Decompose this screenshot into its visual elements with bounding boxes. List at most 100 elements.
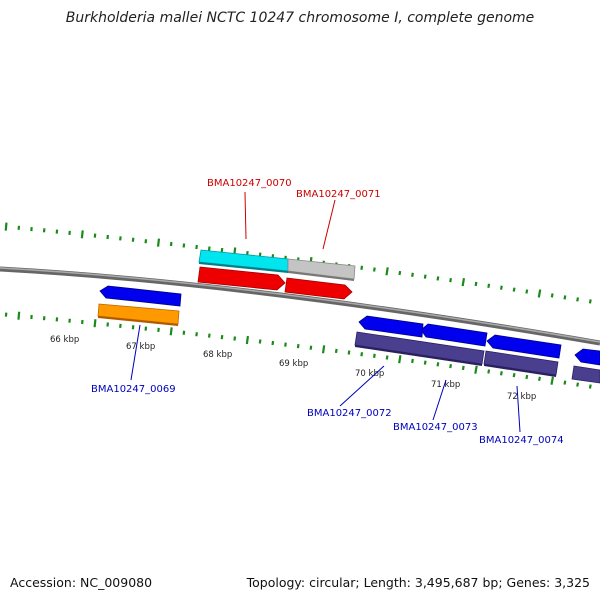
lower-tick (398, 355, 402, 364)
gene-feature-0073-blue[interactable] (420, 323, 488, 347)
gene-feature-0070-red[interactable] (197, 266, 286, 291)
lower-tick (233, 336, 237, 341)
scale-label-66: 66 kbp (50, 335, 79, 345)
upper-tick (220, 247, 224, 253)
lower-tick (182, 330, 186, 335)
lower-tick (93, 319, 97, 328)
upper-tick (423, 274, 427, 279)
lower-tick (538, 376, 541, 381)
lower-tick (55, 317, 59, 322)
lower-tick (449, 363, 453, 369)
lower-tick (550, 376, 555, 385)
gene-feature-0074-slate[interactable] (571, 365, 600, 384)
upper-tick (131, 237, 135, 242)
gene-label-0072[interactable]: BMA10247_0072 (307, 408, 392, 419)
lower-tick (258, 339, 262, 344)
lower-tick (119, 323, 122, 329)
upper-tick (360, 265, 364, 270)
gene-feature-0069-blue[interactable] (99, 285, 182, 307)
upper-tick (42, 228, 46, 233)
lower-tick (347, 350, 351, 355)
upper-tick (169, 241, 173, 247)
lower-tick (576, 382, 580, 387)
lower-tick (4, 312, 8, 317)
lower-tick (309, 345, 313, 350)
upper-tick (499, 285, 503, 290)
map-title: Burkholderia mallei NCTC 10247 chromosom… (65, 10, 535, 26)
gene-label-0070[interactable]: BMA10247_0070 (207, 178, 292, 189)
upper-tick (537, 289, 542, 298)
upper-tick (373, 267, 376, 272)
lower-tick (68, 318, 71, 323)
gene-label-0069[interactable]: BMA10247_0069 (91, 384, 176, 395)
lower-tick (563, 380, 567, 385)
gene-feature-0075-blue[interactable] (574, 348, 600, 366)
gene-label-0073[interactable]: BMA10247_0073 (393, 422, 478, 433)
lower-tick (499, 371, 503, 376)
upper-tick (144, 239, 148, 244)
upper-tick (436, 276, 440, 281)
scale-label-67: 67 kbp (126, 342, 155, 352)
genome-summary-text: Topology: circular; Length: 3,495,687 bp… (246, 575, 590, 590)
lower-tick (461, 365, 465, 371)
upper-tick (474, 281, 478, 287)
lower-tick (220, 334, 224, 340)
lower-tick (423, 360, 427, 365)
lower-tick (81, 319, 84, 325)
lower-tick (373, 353, 376, 358)
gene-feature-0074-blue[interactable] (486, 334, 562, 359)
upper-tick (461, 277, 466, 287)
gene-label-0074[interactable]: BMA10247_0074 (479, 435, 564, 446)
upper-tick (55, 229, 59, 234)
lower-tick (195, 332, 198, 337)
gene-labels: BMA10247_0070 BMA10247_0071 BMA10247_006… (91, 178, 564, 446)
genome-backbone (0, 266, 600, 346)
accession-text: Accession: NC_009080 (10, 575, 153, 590)
lower-tick (474, 365, 478, 374)
upper-tick (576, 297, 580, 302)
gene-feature-0071-red[interactable] (284, 277, 353, 300)
scale-label-68: 68 kbp (203, 350, 232, 360)
gene-feature-0072-blue[interactable] (358, 315, 424, 338)
lower-tick (296, 343, 300, 349)
scale-label-69: 69 kbp (279, 359, 308, 369)
scale-label-71: 71 kbp (431, 380, 460, 390)
lower-tick (207, 333, 211, 338)
upper-tick (30, 227, 33, 232)
upper-tick (563, 295, 567, 300)
reverse-features (97, 285, 600, 384)
upper-tick (80, 230, 84, 239)
upper-tick (68, 230, 71, 236)
lower-tick (411, 358, 414, 364)
upper-tick (93, 233, 97, 238)
upper-tick (119, 236, 122, 241)
forward-features (197, 249, 356, 300)
label-leaders (130, 191, 521, 433)
lower-tick (284, 342, 287, 347)
lower-tick (588, 384, 592, 389)
upper-tick (588, 299, 592, 304)
gene-label-0071[interactable]: BMA10247_0071 (296, 189, 381, 200)
upper-tick (449, 278, 453, 283)
lower-tick (169, 327, 173, 336)
upper-tick (195, 244, 198, 250)
upper-tick (182, 243, 186, 248)
lower-tick (131, 325, 135, 330)
lower-tick (436, 362, 440, 367)
lower-tick (245, 335, 250, 345)
upper-tick (156, 238, 161, 247)
lower-tick (271, 340, 275, 346)
scale-label-70: 70 kbp (355, 369, 384, 379)
lower-tick (512, 372, 516, 378)
lower-tick (525, 374, 529, 380)
lower-tick (487, 369, 491, 374)
lower-tick (144, 326, 148, 331)
upper-tick (411, 272, 414, 277)
lower-tick (321, 345, 326, 354)
lower-tick (17, 311, 21, 320)
upper-tick (550, 293, 554, 298)
scale-labels: 66 kbp 67 kbp 68 kbp 69 kbp 70 kbp 71 kb… (50, 335, 536, 402)
lower-tick (42, 316, 46, 321)
lower-tick (157, 327, 160, 333)
